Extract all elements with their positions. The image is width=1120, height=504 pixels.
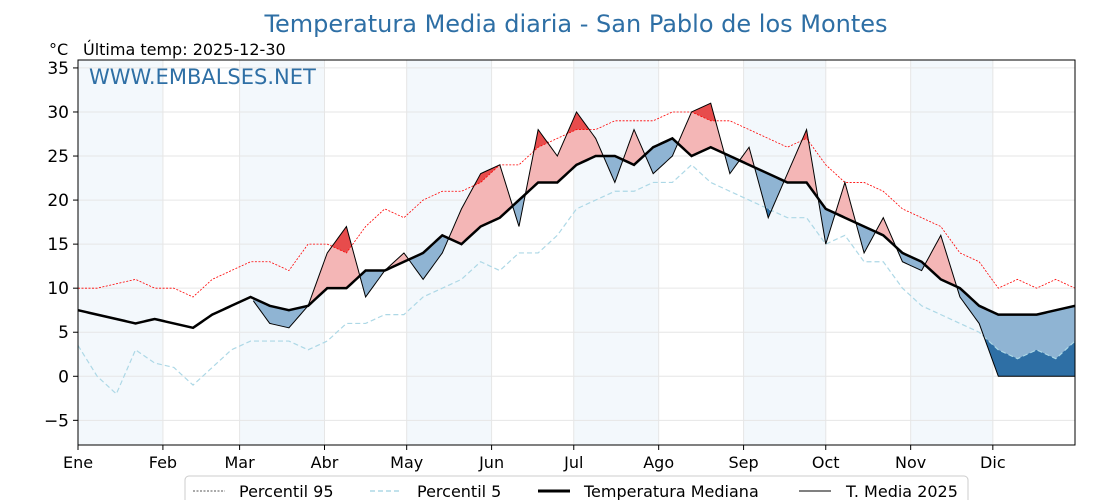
legend-label-2025: T. Media 2025 <box>845 482 958 500</box>
month-label-feb: Feb <box>149 453 177 472</box>
legend-label-p5: Percentil 5 <box>417 482 501 500</box>
month-band <box>239 60 325 445</box>
legend-label-median: Temperatura Mediana <box>583 482 759 500</box>
month-label-nov: Nov <box>895 453 926 472</box>
series-percentil-5 <box>77 164 1076 395</box>
last-temp-label: Última temp: 2025-12-30 <box>83 40 286 59</box>
y-tick-label: 10 <box>47 279 69 299</box>
month-label-jun: Jun <box>478 453 504 472</box>
y-tick-label: 35 <box>47 59 69 79</box>
y-axis-unit: °C <box>49 40 68 59</box>
month-label-ago: Ago <box>643 453 674 472</box>
legend: Percentil 95 Percentil 5 Temperatura Med… <box>184 475 969 504</box>
series-percentil-95 <box>78 111 1076 298</box>
y-tick-label: 0 <box>58 367 69 387</box>
y-tick-label: 30 <box>47 103 69 123</box>
y-tick-label: −5 <box>44 411 69 431</box>
month-band <box>910 60 993 445</box>
y-tick-label: 20 <box>47 191 69 211</box>
month-label-abr: Abr <box>311 453 339 472</box>
month-band <box>406 60 492 445</box>
legend-label-p95: Percentil 95 <box>239 482 334 500</box>
month-label-dic: Dic <box>980 453 1006 472</box>
month-label-may: May <box>390 453 423 472</box>
month-band <box>573 60 659 445</box>
series-temperatura-mediana <box>77 136 1076 330</box>
month-band <box>78 60 163 445</box>
month-label-mar: Mar <box>225 453 256 472</box>
month-label-oct: Oct <box>812 453 840 472</box>
y-tick-label: 5 <box>58 323 69 343</box>
fill-below-p5 <box>253 164 1076 377</box>
month-label-sep: Sep <box>729 453 759 472</box>
month-label-ene: Ene <box>63 453 93 472</box>
y-tick-label: 15 <box>47 235 69 255</box>
month-label-jul: Jul <box>563 453 583 472</box>
watermark: WWW.EMBALSES.NET <box>89 65 316 89</box>
chart-title: Temperatura Media diaria - San Pablo de … <box>263 10 887 38</box>
y-tick-label: 25 <box>47 147 69 167</box>
plot-frame <box>77 59 1076 446</box>
series-t-media-2025 <box>252 102 1075 377</box>
month-band <box>743 60 826 445</box>
